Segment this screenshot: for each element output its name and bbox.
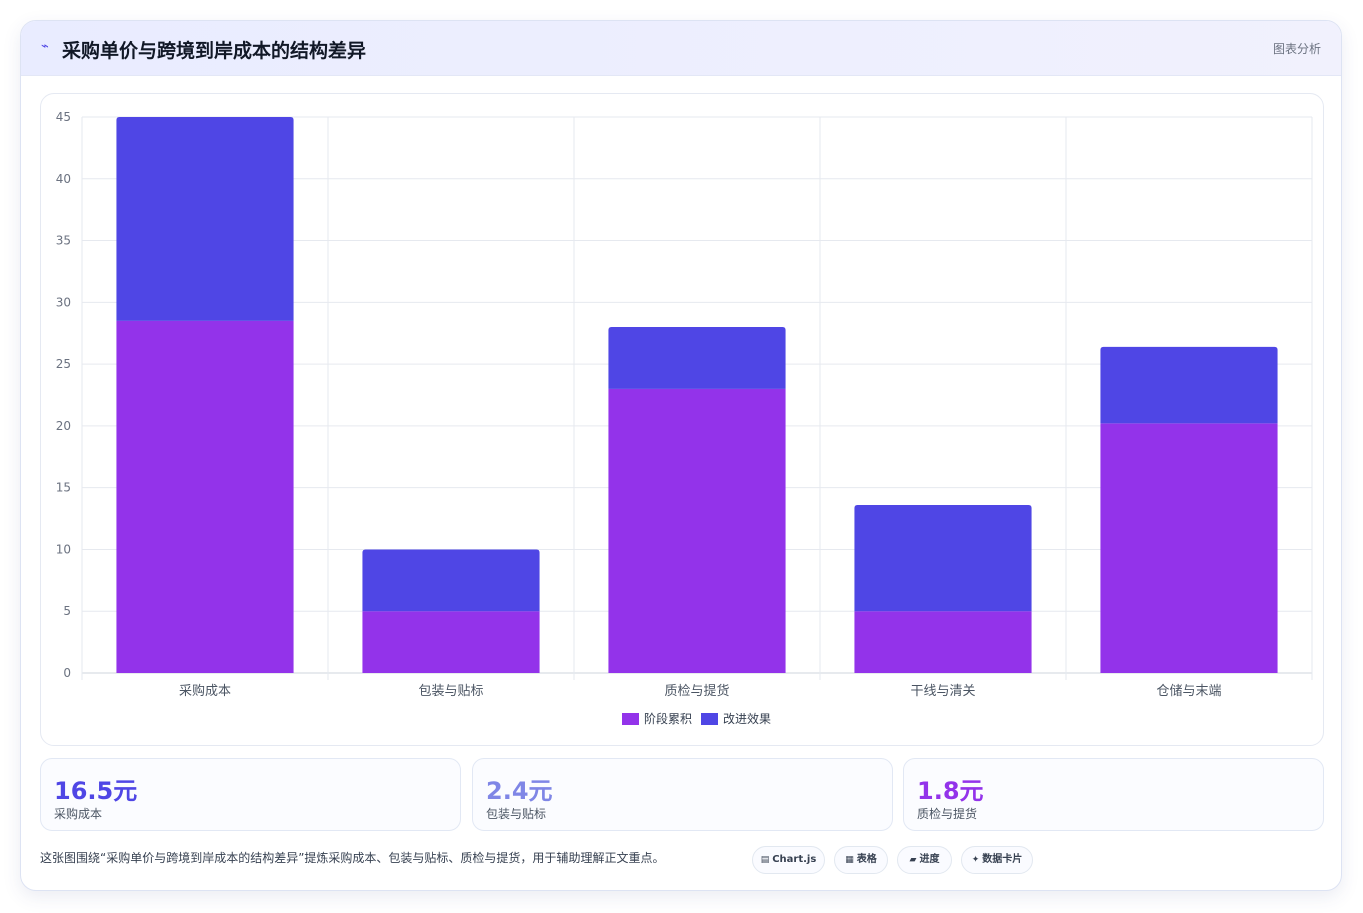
legend-swatch [701, 713, 718, 725]
x-tick-label: 干线与清关 [910, 684, 975, 699]
y-tick-label: 40 [56, 172, 71, 186]
legend-swatch [622, 713, 639, 725]
y-tick-label: 5 [63, 604, 71, 618]
tag-label: 表格 [856, 854, 877, 865]
y-tick-label: 0 [63, 666, 71, 680]
y-tick-label: 25 [56, 357, 71, 371]
y-tick-label: 20 [56, 419, 71, 433]
y-tick-label: 10 [56, 542, 71, 556]
plot-area: 0 5 10 15 20 25 30 35 40 45 采购成本 包装与贴标 质检与提货 干线与清关 仓储与… [40, 93, 1324, 746]
bar-segment-improvement [116, 117, 294, 321]
bar-segment-stage [1100, 423, 1278, 673]
stat-card-purchase: 16.5元 采购成本 [40, 758, 461, 831]
bar-segment-improvement [608, 327, 786, 389]
bar-segment-stage [854, 611, 1032, 673]
chart-card: ⌁ 采购单价与跨境到岸成本的结构差异 图表分析 0 5 10 15 20 25 30 35 40… [20, 20, 1342, 891]
chart-title: 采购单价与跨境到岸成本的结构差异 [62, 40, 367, 62]
sparkline-icon: ⌁ [41, 39, 49, 54]
y-tick-label: 15 [56, 481, 71, 495]
card-header: ⌁ 采购单价与跨境到岸成本的结构差异 图表分析 [21, 21, 1341, 76]
stat-label: 包装与贴标 [486, 807, 547, 821]
legend-label: 改进效果 [723, 711, 771, 726]
tag-label: Chart.js [772, 854, 817, 865]
y-tick-label: 45 [56, 110, 71, 124]
bar-segment-improvement [1100, 346, 1278, 424]
x-tick-label: 仓储与末端 [1156, 684, 1221, 699]
x-tick-label: 质检与提货 [664, 683, 729, 699]
bar-segment-stage [362, 611, 540, 673]
bar-segment-stage [116, 320, 294, 673]
y-tick-label: 35 [56, 234, 71, 248]
chart-analysis-badge: 图表分析 [1272, 42, 1321, 56]
tag-progress[interactable]: ▰ 进度 [897, 846, 952, 874]
card-icon: ✦ [971, 855, 980, 865]
tag-chartjs[interactable]: ▤ Chart.js [752, 846, 825, 874]
chart-caption: 这张图围绕“采购单价与跨境到岸成本的结构差异”提炼采购成本、包装与贴标、质检与提… [40, 851, 665, 865]
bar-segment-stage [608, 388, 786, 673]
stat-label: 采购成本 [54, 807, 103, 821]
y-tick-label: 30 [56, 295, 71, 309]
stat-label: 质检与提货 [917, 807, 978, 821]
progress-icon: ▰ [909, 855, 917, 865]
bar-segment-improvement [362, 549, 540, 612]
chart-icon: ▤ [760, 855, 770, 865]
tag-label: 进度 [919, 854, 940, 865]
stat-value: 16.5元 [54, 777, 138, 805]
x-tick-label: 包装与贴标 [418, 684, 483, 699]
x-tick-label: 采购成本 [179, 683, 231, 699]
stat-card-packaging: 2.4元 包装与贴标 [472, 758, 893, 831]
legend-label: 阶段累积 [644, 711, 692, 726]
table-icon: ▦ [845, 855, 854, 865]
stat-value: 1.8元 [917, 777, 984, 805]
stat-card-inspection: 1.8元 质检与提货 [903, 758, 1324, 831]
tag-data-card[interactable]: ✦ 数据卡片 [961, 846, 1033, 874]
stat-value: 2.4元 [486, 777, 553, 805]
tag-table[interactable]: ▦ 表格 [834, 846, 888, 874]
bar-segment-improvement [854, 504, 1032, 612]
stacked-bar-chart: 0 5 10 15 20 25 30 35 40 45 采购成本 包装与贴标 质检与提货 干线与清关 仓储与… [56, 110, 1313, 726]
tag-label: 数据卡片 [982, 854, 1023, 865]
